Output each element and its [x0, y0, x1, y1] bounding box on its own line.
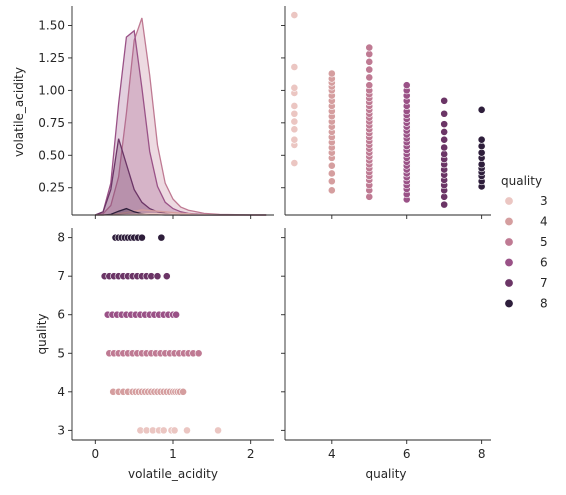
empty-panel-quality: 4 6 8	[281, 228, 491, 461]
kde-ytick-label: 1.50	[38, 18, 65, 32]
legend: quality 3 4 5 6 7 8	[501, 174, 548, 311]
scatter-point-quality-4	[327, 161, 336, 170]
scatter-point-quality-4	[327, 169, 336, 178]
legend-label-6: 6	[540, 256, 548, 270]
scatter-point-quality-5	[365, 57, 374, 66]
kde-ytick-label: 0.75	[38, 116, 65, 130]
scatter-point-quality-5	[365, 43, 374, 52]
scatter-point-quality-5	[365, 192, 374, 201]
xlabel-volatile-acidity: volatile_acidity	[128, 467, 218, 481]
legend-label-7: 7	[540, 276, 548, 290]
legend-marker-3	[504, 196, 514, 206]
scatter-point-quality-8	[477, 160, 486, 169]
scatter-bl-ytick-label: 4	[57, 385, 65, 399]
scatter-panel-quality-vs-acidity	[281, 6, 491, 219]
kde-fill-quality-5	[95, 18, 267, 215]
scatter-point-quality-7	[440, 120, 449, 129]
scatter-point-quality-3	[290, 159, 299, 167]
legend-marker-4	[504, 217, 514, 227]
scatter-point-quality-7	[440, 143, 449, 152]
legend-marker-6	[504, 257, 514, 267]
kde-ytick-label: 0.25	[38, 181, 65, 195]
scatter-bl-xtick-label: 2	[247, 447, 255, 461]
empty-xtick-label: 4	[328, 447, 336, 461]
scatter-bl-ytick-label: 7	[57, 269, 65, 283]
kde-panel-volatile-acidity: 0.25 0.50 0.75 1.00 1.25 1.50	[38, 6, 274, 219]
scatter-point-quality-3	[170, 426, 179, 435]
scatter-point-quality-7	[440, 200, 449, 209]
scatter-point-quality-8	[477, 142, 486, 151]
scatter-point-quality-3	[290, 83, 299, 92]
ylabel-volatile-acidity: volatile_acidity	[12, 67, 26, 157]
scatter-point-quality-5	[365, 65, 374, 74]
scatter-point-quality-8	[477, 105, 486, 114]
kde-ytick-label: 1.25	[38, 51, 65, 65]
scatter-point-quality-3	[290, 109, 299, 118]
scatter-point-quality-8	[138, 233, 146, 242]
scatter-point-quality-5	[194, 349, 203, 358]
legend-label-4: 4	[540, 215, 548, 229]
legend-label-8: 8	[540, 297, 548, 311]
scatter-point-quality-6	[172, 310, 181, 319]
scatter-point-quality-7	[440, 128, 449, 136]
kde-ytick-label: 0.50	[38, 148, 65, 162]
scatter-bl-ytick-label: 8	[57, 231, 65, 245]
scatter-point-quality-8	[477, 135, 486, 144]
scatter-point-quality-7	[153, 272, 162, 281]
scatter-point-quality-4	[327, 177, 336, 186]
scatter-point-quality-3	[290, 102, 299, 110]
legend-label-5: 5	[540, 235, 548, 249]
scatter-bl-xtick-label: 0	[91, 447, 99, 461]
scatter-bl-xtick-label: 1	[169, 447, 177, 461]
kde-fill-quality-7	[95, 138, 267, 215]
scatter-point-quality-7	[440, 96, 449, 105]
scatter-point-quality-8	[157, 233, 166, 242]
scatter-point-quality-5	[365, 73, 374, 82]
ylabel-quality: quality	[35, 313, 49, 354]
legend-marker-5	[504, 237, 514, 247]
scatter-point-quality-7	[440, 135, 449, 144]
scatter-point-quality-7	[162, 272, 171, 281]
scatter-point-quality-4	[179, 387, 187, 396]
scatter-point-quality-3	[290, 11, 299, 19]
scatter-point-quality-8	[477, 148, 486, 157]
scatter-point-quality-3	[290, 125, 299, 134]
scatter-point-quality-3	[183, 426, 191, 435]
scatter-point-quality-4	[327, 69, 336, 78]
scatter-point-quality-4	[327, 186, 336, 195]
scatter-point-quality-7	[440, 150, 449, 158]
scatter-point-quality-5	[365, 50, 374, 58]
scatter-point-quality-5	[365, 81, 374, 90]
empty-xtick-label: 6	[403, 447, 411, 461]
scatter-point-quality-3	[290, 63, 299, 71]
scatter-point-quality-7	[440, 192, 449, 201]
scatter-bl-ytick-label: 5	[57, 346, 65, 360]
legend-label-3: 3	[540, 194, 548, 208]
legend-marker-7	[504, 278, 514, 288]
scatter-point-quality-3	[214, 426, 222, 435]
kde-ytick-label: 1.00	[38, 83, 65, 97]
scatter-point-quality-3	[290, 135, 299, 144]
scatter-bl-ytick-label: 3	[57, 423, 65, 437]
empty-xtick-label: 8	[478, 447, 486, 461]
legend-marker-8	[504, 298, 514, 308]
scatter-point-quality-3	[159, 426, 168, 435]
scatter-point-quality-3	[290, 117, 299, 126]
scatter-point-quality-6	[402, 81, 411, 90]
scatter-point-quality-7	[440, 109, 449, 118]
scatter-panel-acidity-vs-quality: 3 4 5 6 7 8 0 1 2	[57, 228, 274, 461]
scatter-bl-ytick-label: 6	[57, 308, 65, 322]
xlabel-quality: quality	[365, 467, 406, 481]
legend-title: quality	[501, 174, 542, 188]
kde-fill-quality-6	[95, 30, 267, 216]
